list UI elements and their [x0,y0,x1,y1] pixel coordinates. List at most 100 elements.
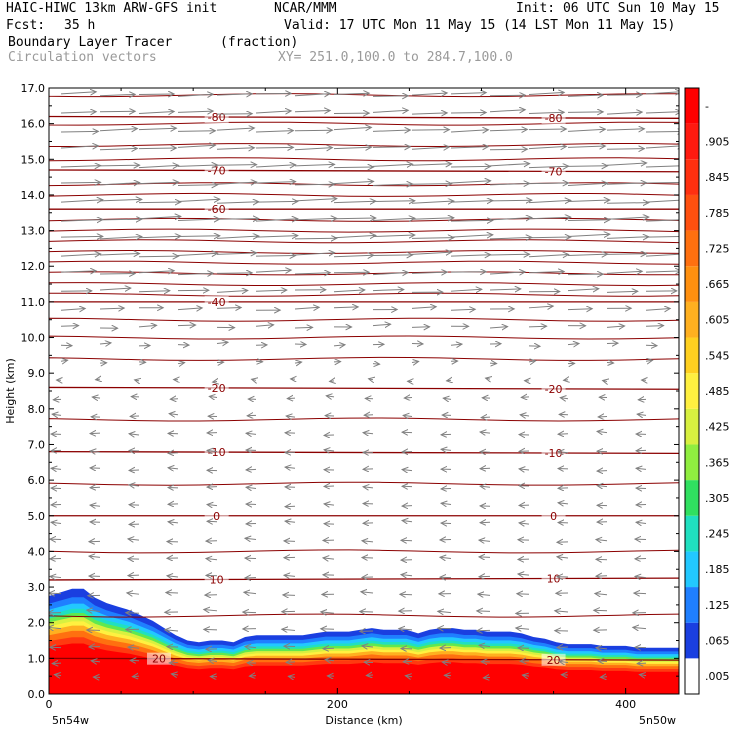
y-tick-label: 9.0 [28,367,46,380]
colorbar-label: .905 [705,135,730,148]
wind-vector [567,344,579,345]
contour-label: 0 [213,510,220,523]
wind-vector [489,164,530,166]
wind-vector [330,381,334,382]
wind-vector [60,360,68,361]
wind-vector [399,629,413,630]
y-tick-label: 13.0 [21,225,46,238]
theta-line [49,417,679,422]
wind-vector [333,255,374,256]
wind-vector [528,255,569,257]
colorbar-label: .485 [705,385,730,398]
wind-vector [489,95,525,96]
wind-vector [372,184,413,185]
colorbar-label: .845 [705,171,730,184]
theta-line [49,549,679,554]
wind-vector [255,93,291,94]
colorbar-label: .065 [705,635,730,648]
wind-vector [129,434,140,435]
wind-vector [49,627,62,628]
colorbar-swatch [685,622,699,659]
wind-vector [528,272,564,273]
wind-vector [92,397,101,398]
wind-vector [177,199,220,201]
wind-vector [635,576,647,577]
y-tick-label: 16.0 [21,118,46,131]
wind-vector [177,236,220,237]
wind-vector [411,113,447,114]
wind-vector [333,307,358,308]
theta-line [49,157,679,162]
wind-vector [372,218,415,220]
colorbar-label: .245 [705,528,730,541]
wind-vector [564,380,568,381]
wind-vector [606,326,625,327]
wind-vector [489,272,525,274]
wind-vector [411,201,454,203]
wind-vector [60,146,98,148]
colorbar-label: .305 [705,492,730,505]
wind-vector [645,309,670,311]
y-tick-label: 7.0 [28,438,46,451]
wind-vector [127,593,140,594]
wind-vector [528,112,564,113]
wind-vector [207,505,218,506]
wind-vector [177,185,218,186]
wind-vector [606,129,644,130]
wind-vector [567,129,605,131]
wind-vector [478,594,491,595]
wind-vector [99,288,131,290]
wind-vector [411,147,449,149]
wind-vector [372,201,415,202]
valid-time: Valid: 17 UTC Mon 11 May 15 (14 LST Mon … [284,18,676,33]
wind-vector [138,112,174,114]
theta-line [49,356,679,361]
wind-vector [645,271,679,272]
wind-vector [372,96,408,97]
colorbar-label: .125 [705,599,730,612]
plot-frame [48,87,680,695]
wind-vector [138,271,174,273]
contour-label-bg [147,652,171,665]
wind-vector [639,675,647,676]
wind-vector [216,342,228,343]
y-tick-label: 0.0 [28,688,46,701]
wind-vector [450,147,488,148]
boundary-layer-band-10 [49,643,679,694]
y-tick-label: 4.0 [28,545,46,558]
wind-vector [126,613,140,614]
wind-vector [243,612,257,613]
wind-vector [516,628,530,629]
wind-vector [489,254,530,255]
wind-vector [411,238,454,239]
left-endpoint-label: 5n54w [52,714,89,727]
wind-vector [138,291,170,292]
wind-vector [606,237,649,239]
contour-label-bg [204,164,229,177]
wind-vector [52,414,62,415]
wind-vector [138,165,179,167]
wind-vector [372,164,413,166]
colorbar-label: .425 [705,421,730,434]
wind-vector [333,127,371,129]
wind-vector [372,110,408,112]
wind-vector [50,576,62,577]
wind-vector [597,431,608,432]
wind-vector [99,165,140,166]
wind-vector [284,575,296,576]
contour-label: -70 [545,165,563,178]
wind-vector [440,557,452,558]
colorbar-label: .365 [705,456,730,469]
wind-vector [606,291,638,292]
wind-vector [606,163,647,165]
wind-vector [360,612,374,613]
wind-vector [555,611,569,612]
wind-vector [567,220,610,221]
field-units: (fraction) [220,35,299,50]
wind-vector [411,184,452,185]
wind-vector [518,574,530,575]
wind-vector [333,181,374,183]
wind-vector [167,576,179,577]
wind-vector [99,183,140,185]
wind-vector [567,146,605,147]
